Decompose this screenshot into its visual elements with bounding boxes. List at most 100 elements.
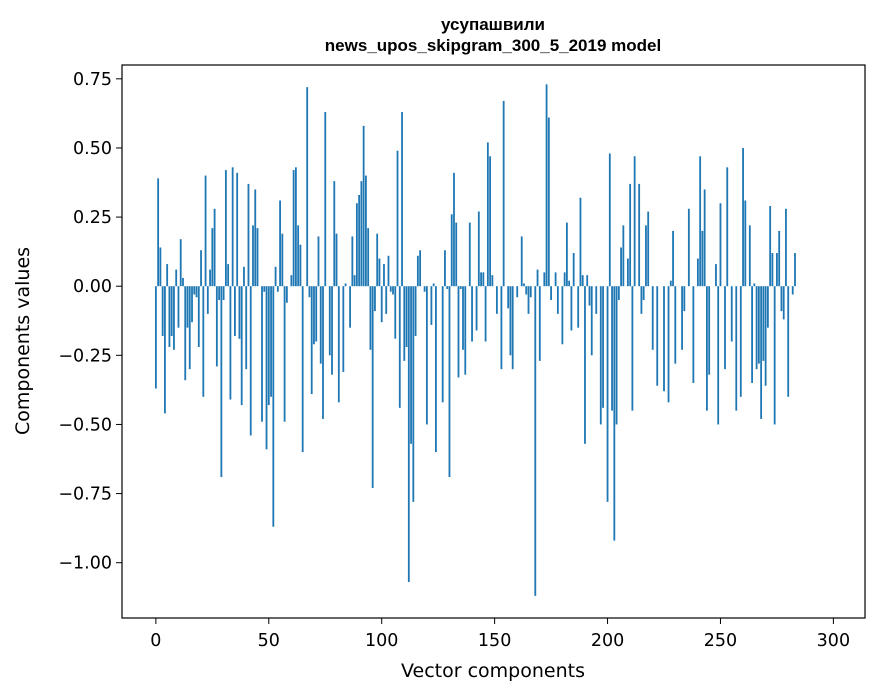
bar-115: [414, 286, 417, 336]
bar-204: [615, 286, 618, 425]
bar-193: [590, 286, 593, 356]
bar-222: [656, 286, 659, 386]
bar-92: [362, 125, 365, 287]
bar-178: [556, 286, 559, 314]
bar-71: [315, 286, 318, 342]
bar-55: [279, 200, 281, 287]
bar-28: [218, 286, 221, 301]
bar-268: [760, 286, 763, 419]
bar-177: [554, 272, 557, 287]
bar-214: [638, 183, 641, 287]
chart-title-line-2: news_upos_skipgram_300_5_2019 model: [325, 36, 661, 55]
bar-108: [398, 286, 401, 408]
bar-89: [355, 203, 358, 287]
bar-127: [441, 286, 444, 403]
bar-218: [647, 211, 650, 287]
bar-32: [227, 264, 230, 287]
bar-20: [200, 250, 202, 287]
bar-77: [328, 286, 331, 356]
chart-title-line-1: усупашвили: [441, 15, 545, 34]
bar-8: [173, 286, 175, 350]
bar-279: [785, 208, 787, 287]
bar-225: [663, 286, 665, 392]
bar-266: [755, 286, 758, 370]
bar-147: [486, 142, 489, 287]
bar-253: [726, 167, 729, 287]
bar-271: [766, 286, 769, 328]
bar-114: [412, 286, 415, 502]
bar-122: [430, 286, 433, 325]
bar-182: [565, 222, 568, 287]
bar-140: [471, 286, 473, 342]
bar-17: [193, 286, 196, 295]
bar-111: [405, 286, 408, 348]
bar-43: [252, 225, 254, 287]
bar-248: [715, 264, 717, 287]
bar-128: [444, 250, 446, 287]
bar-29: [220, 286, 223, 477]
bar-233: [681, 286, 683, 350]
bar-18: [195, 286, 198, 298]
bar-102: [385, 286, 388, 314]
bar-192: [588, 286, 591, 306]
bar-100: [380, 286, 383, 323]
bar-146: [484, 286, 487, 342]
bar-116: [416, 255, 419, 287]
bar-165: [527, 286, 530, 314]
y-tick-label: −0.75: [58, 485, 112, 505]
bar-50: [267, 286, 270, 406]
bar-0: [154, 286, 157, 389]
bar-172: [543, 272, 546, 287]
bar-6: [168, 286, 171, 348]
bar-217: [645, 225, 647, 287]
bar-88: [353, 275, 356, 287]
bar-74: [322, 286, 324, 419]
bar-227: [667, 286, 670, 403]
bar-200: [606, 286, 609, 502]
bar-139: [468, 222, 471, 287]
bar-83: [342, 286, 345, 372]
bar-280: [787, 286, 790, 397]
bar-255: [730, 286, 733, 342]
bar-169: [536, 269, 539, 287]
bar-230: [674, 286, 677, 364]
bar-265: [753, 283, 756, 287]
bar-62: [294, 167, 297, 287]
bar-263: [748, 225, 751, 287]
plot-frame: [121, 64, 866, 619]
bar-243: [703, 189, 706, 287]
bar-23: [206, 286, 209, 314]
bar-175: [550, 286, 552, 301]
bar-173: [545, 84, 548, 287]
bar-98: [376, 233, 379, 287]
bar-22: [204, 175, 207, 287]
bar-series: [154, 84, 796, 596]
bar-12: [182, 277, 184, 287]
bar-203: [613, 286, 616, 541]
y-tick-label: 0.25: [73, 208, 112, 228]
bar-67: [306, 87, 309, 287]
bar-220: [651, 286, 654, 350]
bar-215: [640, 286, 643, 314]
bar-270: [764, 286, 767, 386]
bar-168: [534, 286, 537, 596]
bar-119: [423, 286, 426, 292]
bar-238: [692, 286, 695, 383]
bar-42: [249, 286, 252, 436]
x-axis-label: Vector components: [401, 660, 585, 682]
bar-75: [324, 112, 327, 287]
bar-79: [333, 181, 336, 287]
bar-105: [392, 286, 394, 295]
bar-10: [177, 286, 180, 328]
bar-264: [751, 286, 753, 383]
bar-211: [631, 286, 634, 411]
bar-96: [371, 286, 374, 489]
bar-84: [344, 283, 347, 287]
bar-15: [188, 286, 191, 370]
bar-234: [683, 286, 686, 312]
y-tick-label: −0.50: [58, 415, 112, 435]
bar-242: [701, 230, 704, 287]
bar-156: [507, 286, 510, 309]
bar-97: [374, 286, 376, 312]
bar-180: [561, 286, 564, 345]
